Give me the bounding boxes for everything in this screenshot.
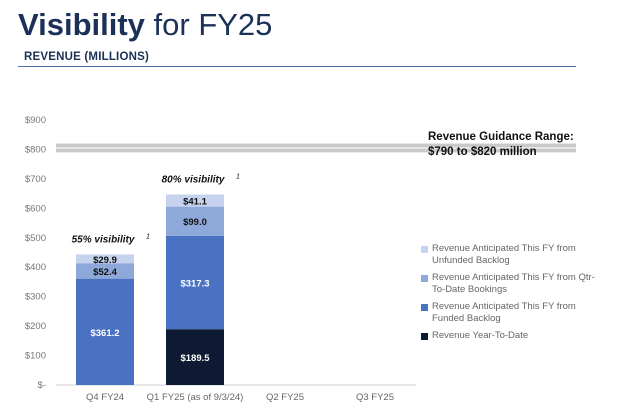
bar-segment	[76, 254, 134, 264]
legend-label: Revenue Anticipated This FY from Unfunde…	[432, 243, 576, 266]
x-tick-label: Q2 FY25	[266, 392, 304, 403]
data-label: $41.1	[183, 197, 207, 208]
legend-swatch	[421, 275, 428, 282]
y-tick-label: $-	[38, 380, 46, 391]
legend-item: Revenue Anticipated This FY from Funded …	[421, 301, 636, 325]
legend-item: Revenue Anticipated This FY from Qtr-To-…	[421, 272, 636, 296]
legend-item: Revenue Year-To-Date	[421, 330, 636, 342]
bar-segment	[166, 235, 224, 330]
section-subtitle: REVENUE (MILLIONS)	[24, 51, 149, 63]
y-tick-label: $200	[25, 321, 46, 332]
page-title-bold: Visibility	[18, 7, 145, 42]
legend-label: Revenue Anticipated This FY from Qtr-To-…	[432, 272, 595, 295]
y-tick-label: $100	[25, 351, 46, 362]
y-tick-label: $800	[25, 144, 46, 155]
bar-segment	[76, 278, 134, 385]
bar-segment	[166, 194, 224, 207]
visibility-annotation: 80% visibility	[162, 175, 225, 186]
header-divider	[18, 66, 576, 67]
guidance-line-2: $790 to $820 million	[428, 146, 537, 158]
x-tick-label: Q1 FY25 (as of 9/3/24)	[147, 392, 244, 403]
y-tick-label: $600	[25, 203, 46, 214]
y-tick-label: $500	[25, 233, 46, 244]
legend-label: Revenue Anticipated This FY from Funded …	[432, 301, 576, 324]
y-tick-label: $900	[25, 115, 46, 126]
y-tick-label: $400	[25, 262, 46, 273]
legend-swatch	[421, 246, 428, 253]
y-tick-label: $300	[25, 292, 46, 303]
x-tick-label: Q3 FY25	[356, 392, 394, 403]
visibility-footnote-mark: 1	[146, 233, 150, 240]
legend-swatch	[421, 304, 428, 311]
guidance-text: Revenue Guidance Range: $790 to $820 mil…	[428, 130, 574, 160]
bar-segment	[166, 329, 224, 385]
legend-swatch	[421, 333, 428, 340]
chart-legend: Revenue Anticipated This FY from Unfunde…	[421, 243, 636, 347]
legend-label: Revenue Year-To-Date	[432, 330, 529, 341]
data-label: $52.4	[93, 267, 117, 278]
page-title: Visibility for FY25	[18, 6, 272, 44]
visibility-footnote-mark: 1	[236, 174, 240, 181]
page-title-rest: for FY25	[144, 7, 273, 42]
y-tick-label: $700	[25, 174, 46, 185]
legend-item: Revenue Anticipated This FY from Unfunde…	[421, 243, 636, 267]
guidance-line-1: Revenue Guidance Range:	[428, 131, 574, 143]
data-label: $99.0	[183, 217, 207, 228]
data-label: $189.5	[180, 353, 210, 364]
visibility-annotation: 55% visibility	[72, 234, 135, 245]
bar-segment	[166, 206, 224, 236]
data-label: $29.9	[93, 255, 117, 266]
x-tick-label: Q4 FY24	[86, 392, 124, 403]
bar-segment	[76, 263, 134, 279]
data-label: $361.2	[90, 328, 119, 339]
data-label: $317.3	[180, 278, 209, 289]
